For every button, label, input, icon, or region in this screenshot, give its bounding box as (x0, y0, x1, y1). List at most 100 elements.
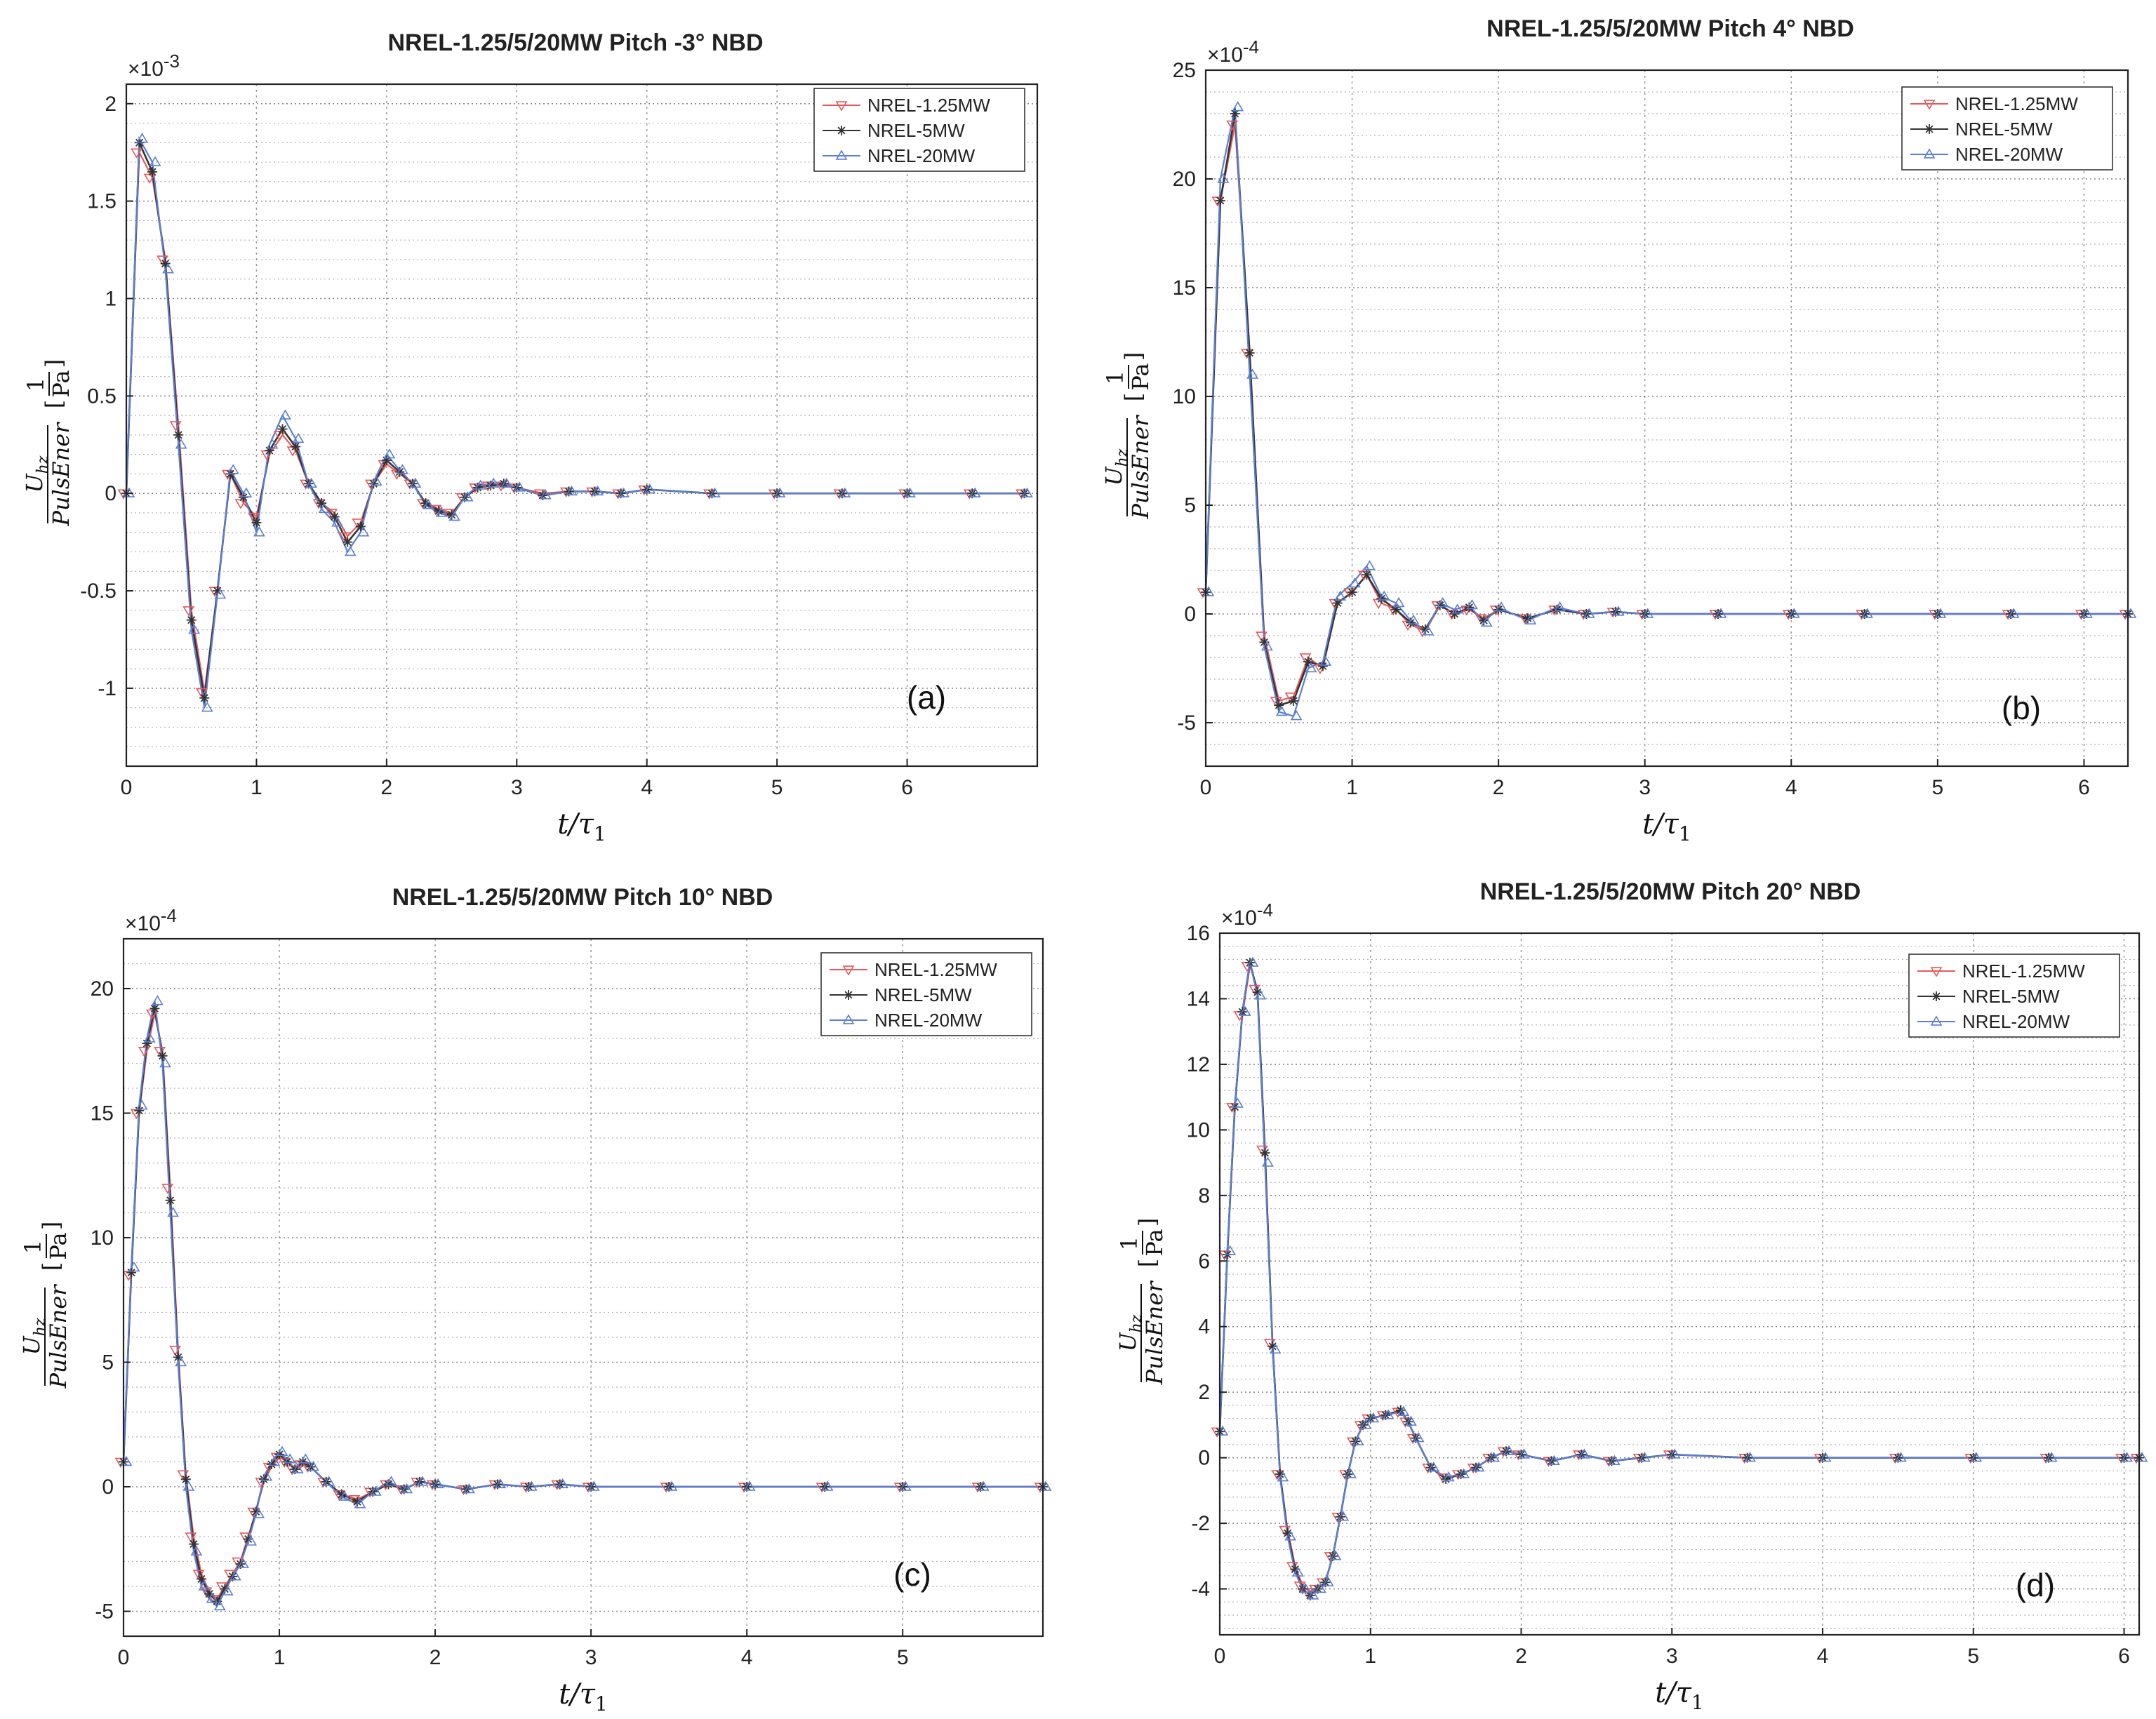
data-point-nrel-20mw (1744, 1452, 1757, 1462)
svg-text:]: ] (1134, 1218, 1161, 1226)
x-tick-label: 5 (1967, 1645, 1979, 1668)
data-point-nrel-20mw (1246, 956, 1259, 967)
data-point-nrel-20mw (1319, 655, 1332, 666)
svg-text:Pa: Pa (45, 1232, 72, 1259)
data-point-nrel-20mw (1392, 596, 1405, 608)
chart-panel-d: 0 1 2 3 4 5 6-4-20246810121416×10-4NREL-1.25/5… (1114, 878, 2148, 1714)
data-point-nrel-20mw (175, 439, 187, 449)
data-point-nrel-20mw (1291, 1566, 1304, 1577)
legend-label: NREL-20MW (874, 1010, 983, 1031)
data-point-nrel-20mw (292, 432, 305, 443)
data-point-nrel-1.25mw (1256, 631, 1267, 642)
chart-title: NREL-1.25/5/20MW Pitch 20° NBD (1480, 878, 1861, 905)
data-point-nrel-5mw (486, 481, 496, 491)
data-point-nrel-20mw (1405, 1415, 1417, 1426)
data-point-nrel-20mw (566, 485, 578, 496)
x-tick-label: 0 (118, 1646, 130, 1669)
data-point-nrel-20mw (969, 487, 981, 497)
data-point-nrel-20mw (1612, 606, 1625, 616)
data-point-nrel-20mw (899, 1480, 912, 1491)
x-axis-label: t/τ1 (1655, 1677, 1704, 1714)
data-point-nrel-20mw (463, 1483, 475, 1494)
series-line-nrel-20mw (125, 135, 1025, 708)
data-point-nrel-5mw (1449, 609, 1460, 619)
panel-label: (a) (907, 679, 946, 716)
y-tick-label: 8 (1198, 1184, 1210, 1208)
data-point-nrel-20mw (821, 1480, 834, 1491)
data-point-nrel-20mw (461, 491, 474, 502)
data-point-nrel-5mw (149, 1003, 160, 1014)
data-point-nrel-20mw (448, 510, 460, 521)
x-axis-label: t/τ1 (559, 1678, 608, 1715)
y-tick-label: 16 (1187, 922, 1210, 945)
data-point-nrel-20mw (1715, 608, 1727, 618)
legend-label: NREL-20MW (1962, 1011, 2070, 1032)
y-tick-label: -4 (1191, 1578, 1210, 1601)
legend-label: NREL-1.25MW (1955, 93, 2078, 114)
data-point-nrel-20mw (2081, 608, 2093, 618)
data-point-nrel-5mw (160, 258, 171, 269)
data-point-nrel-20mw (305, 477, 317, 488)
data-point-nrel-1.25mw (182, 606, 195, 617)
data-point-nrel-20mw (385, 1476, 397, 1486)
data-point-nrel-20mw (1305, 662, 1317, 673)
plot-area (1206, 70, 2128, 766)
y-tick-label: 2 (1198, 1381, 1210, 1404)
data-point-nrel-20mw (409, 477, 422, 488)
svg-text:[: [ (38, 1262, 65, 1271)
x-tick-label: 1 (1346, 776, 1358, 799)
legend-marker-nrel-20mw (1923, 148, 1936, 159)
svg-text:[: [ (1134, 1259, 1161, 1267)
data-point-nrel-1.25mw (1226, 120, 1239, 131)
svg-text:Uhz: Uhz (18, 1318, 49, 1355)
data-point-nrel-20mw (136, 133, 148, 143)
data-point-nrel-20mw (435, 507, 448, 517)
data-point-nrel-20mw (221, 1585, 234, 1596)
legend-label: NREL-1.25MW (874, 959, 997, 980)
x-tick-label: 0 (1200, 776, 1212, 799)
data-point-nrel-5mw (251, 517, 262, 528)
y-tick-label: -2 (1191, 1512, 1210, 1535)
y-tick-label: 5 (1184, 494, 1196, 517)
data-point-nrel-5mw (1441, 1474, 1451, 1485)
x-tick-label: 5 (1932, 776, 1944, 799)
data-point-nrel-20mw (487, 477, 500, 488)
data-point-nrel-20mw (1269, 1343, 1282, 1354)
x-axis-label: t/τ1 (1642, 808, 1691, 845)
data-point-nrel-20mw (1503, 1445, 1515, 1456)
svg-text:]: ] (41, 359, 67, 368)
x-tick-label: 3 (511, 776, 523, 799)
legend: NREL-1.25MW NREL-5MW NREL-20MW (1901, 86, 2113, 170)
axes-box (122, 937, 1044, 1638)
data-point-nrel-1.25mw (195, 688, 208, 699)
data-point-nrel-5mw (1289, 696, 1299, 706)
data-point-nrel-20mw (1819, 1452, 1832, 1462)
svg-text:Uhz: Uhz (21, 455, 52, 493)
legend-label: NREL-5MW (1955, 119, 2053, 140)
legend-label: NREL-5MW (867, 120, 965, 141)
data-point-nrel-20mw (2045, 1452, 2058, 1462)
data-point-nrel-20mw (1788, 608, 1800, 618)
data-point-nrel-20mw (743, 1480, 756, 1491)
data-point-nrel-1.25mw (338, 532, 351, 542)
data-point-nrel-20mw (354, 1498, 366, 1509)
x-tick-label: 4 (641, 776, 653, 799)
data-point-nrel-1.25mw (161, 1184, 174, 1194)
data-point-nrel-20mw (1442, 1471, 1455, 1482)
data-point-nrel-20mw (1224, 1245, 1237, 1255)
chart-panel-a: 0 1 2 3 4 5 6 -1 -0.5 0 0.5 1 1.5 2 ×10-3 NREL-1.25/5/2… (21, 29, 1039, 845)
data-point-nrel-20mw (135, 1099, 148, 1110)
data-point-nrel-20mw (344, 545, 357, 556)
y-tick-label: 4 (1198, 1316, 1210, 1339)
y-tick-label: 10 (91, 1226, 114, 1250)
data-point-nrel-20mw (357, 526, 370, 537)
data-point-nrel-1.25mw (131, 148, 142, 159)
data-point-nrel-5mw (157, 1050, 168, 1061)
legend-label: NREL-5MW (874, 984, 972, 1005)
legend-marker-nrel-5mw (837, 126, 846, 135)
x-tick-label: 5 (771, 776, 783, 799)
x-tick-label: 2 (430, 1646, 441, 1669)
svg-text:PulsEner: PulsEner (45, 1284, 72, 1389)
data-point-nrel-5mw (1347, 587, 1357, 597)
data-point-nrel-20mw (432, 1478, 444, 1489)
